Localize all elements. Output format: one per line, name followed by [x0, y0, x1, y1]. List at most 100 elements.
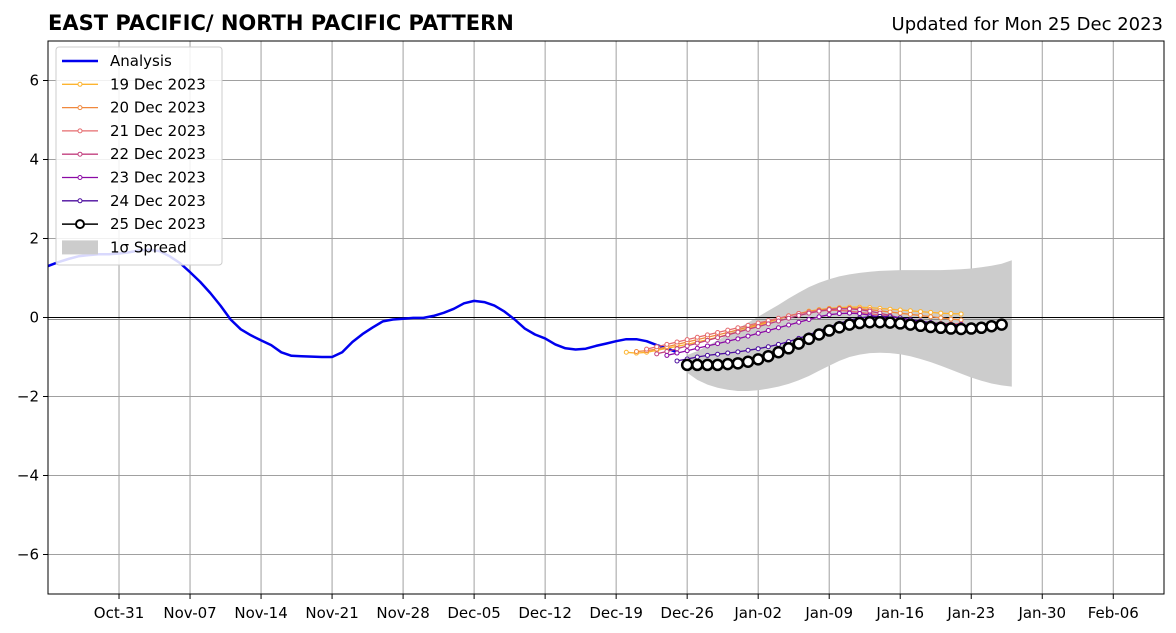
y-tick-label: −4	[17, 467, 39, 485]
forecast-point	[755, 324, 761, 330]
legend-swatch-spread	[62, 240, 98, 255]
forecast-point	[694, 345, 700, 351]
forecast-point	[674, 358, 680, 364]
forecast-point	[816, 308, 822, 314]
legend-swatch-marker	[77, 105, 83, 111]
forecast-point	[664, 352, 670, 358]
y-tick-label: 4	[29, 151, 39, 169]
forecast-point	[867, 308, 873, 314]
forecast-25-point	[995, 318, 1008, 331]
forecast-25-point	[762, 349, 775, 363]
forecast-point	[755, 330, 761, 336]
forecast-point	[715, 330, 721, 336]
forecast-point	[907, 311, 913, 317]
forecast-25-point	[985, 319, 998, 333]
x-tick-label: Jan-23	[946, 604, 995, 622]
x-tick-label: Nov-28	[376, 604, 429, 622]
forecast-point	[694, 334, 700, 340]
x-tick-label: Dec-19	[589, 604, 643, 622]
forecast-point	[775, 341, 781, 347]
forecast-point	[715, 335, 721, 341]
y-tick-label: −2	[17, 388, 39, 406]
x-tick-label: Dec-12	[518, 604, 572, 622]
forecast-point	[826, 307, 832, 313]
forecast-25-point	[731, 357, 745, 370]
forecast-point	[826, 312, 832, 318]
forecast-point	[674, 350, 680, 356]
forecast-point	[846, 306, 852, 312]
forecast-point	[745, 333, 751, 339]
forecast-point	[765, 321, 771, 327]
legend-label: 19 Dec 2023	[110, 75, 206, 93]
forecast-point	[918, 313, 924, 319]
forecast-point	[745, 326, 751, 332]
forecast-25-point	[883, 316, 897, 329]
forecast-point	[948, 316, 954, 322]
forecast-point	[725, 350, 731, 356]
x-tick-label: Jan-30	[1017, 604, 1066, 622]
forecast-point	[928, 314, 934, 320]
forecast-point	[694, 340, 700, 346]
forecast-point	[836, 306, 842, 312]
legend-swatch-marker	[77, 151, 83, 157]
forecast-point	[857, 311, 863, 317]
forecast-point	[735, 336, 741, 342]
x-tick-label: Nov-21	[305, 604, 358, 622]
forecast-point	[958, 317, 964, 323]
chart-subtitle: Updated for Mon 25 Dec 2023	[892, 14, 1163, 35]
forecast-25-point	[772, 346, 785, 359]
forecast-25-point	[701, 358, 714, 372]
forecast-point	[796, 313, 802, 319]
legend-label: 1σ Spread	[110, 238, 187, 256]
forecast-25-point	[914, 319, 927, 333]
forecast-point	[664, 341, 670, 347]
forecast-point	[735, 325, 741, 331]
forecast-point	[735, 349, 741, 355]
forecast-point	[704, 332, 710, 338]
legend-entry: 25 Dec 2023	[62, 215, 206, 233]
forecast-point	[765, 344, 771, 350]
y-tick-label: 0	[29, 309, 39, 327]
legend-swatch-marker	[77, 175, 83, 180]
forecast-point	[786, 322, 792, 328]
forecast-point	[846, 310, 852, 316]
forecast-25-point	[721, 357, 734, 371]
x-tick-label: Jan-02	[733, 604, 782, 622]
forecast-25-point	[934, 321, 948, 335]
forecast-25-point	[751, 353, 765, 366]
series-layer	[47, 248, 1008, 372]
forecast-25-point	[853, 316, 866, 330]
forecast-point	[918, 309, 924, 315]
legend: Analysis 19 Dec 2023 20 Dec 2023 21 Dec 202…	[55, 46, 223, 266]
legend-label: Analysis	[110, 52, 172, 70]
forecast-25-point	[711, 358, 724, 372]
forecast-25-point	[691, 358, 704, 372]
legend-entry: 20 Dec 2023	[62, 99, 206, 117]
legend-label: 25 Dec 2023	[110, 215, 206, 233]
forecast-point	[928, 309, 934, 315]
forecast-point	[674, 346, 680, 352]
forecast-point	[958, 311, 964, 317]
x-tick-label: Jan-09	[804, 604, 853, 622]
legend-entry: Analysis	[62, 52, 172, 70]
forecast-25-point	[954, 322, 968, 336]
forecast-point	[715, 341, 721, 347]
x-tick-label: Feb-06	[1088, 604, 1139, 622]
forecast-point	[623, 349, 629, 355]
forecast-point	[806, 310, 812, 316]
legend-entry: 21 Dec 2023	[62, 122, 206, 140]
forecast-point	[938, 315, 944, 321]
forecast-point	[816, 314, 822, 320]
legend-swatch-marker	[77, 128, 83, 134]
forecast-25-point	[680, 358, 694, 372]
forecast-25-point	[802, 332, 816, 346]
y-axis: −6 −4 −2 0 2 4 6	[17, 72, 48, 564]
analysis-line	[47, 248, 678, 359]
legend-entry: 19 Dec 2023	[62, 75, 206, 93]
forecast-point	[654, 344, 660, 350]
x-tick-label: Jan-16	[875, 604, 924, 622]
forecast-25-point	[843, 318, 856, 331]
forecast-point	[786, 315, 792, 321]
forecast-point	[684, 348, 690, 354]
